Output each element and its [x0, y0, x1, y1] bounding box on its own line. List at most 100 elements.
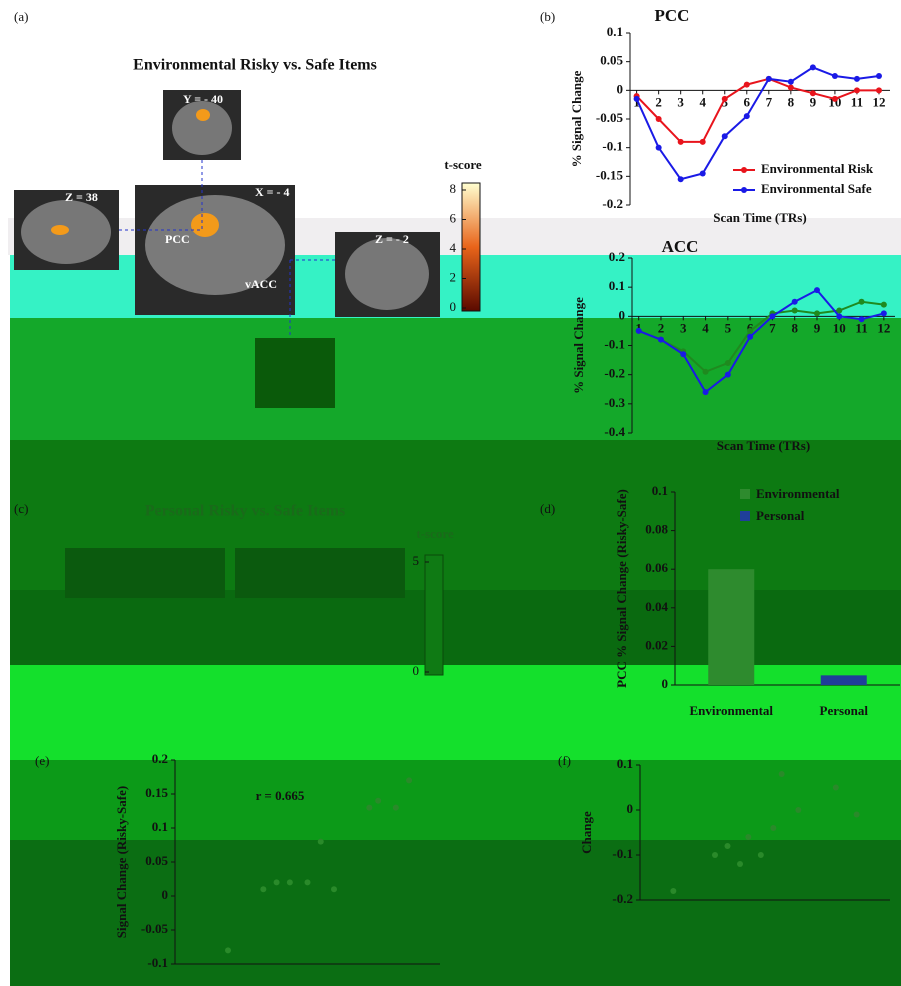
data-point [778, 771, 785, 777]
data-point [406, 777, 413, 784]
data-point [880, 301, 887, 308]
data-point [745, 834, 752, 840]
data-point [317, 838, 324, 845]
data-point [880, 310, 887, 317]
legend-label: Environmental Risk [761, 161, 874, 176]
data-point [375, 797, 382, 804]
data-point [724, 360, 731, 366]
y-tick-label: 0 [627, 801, 634, 816]
x-tick-label: 9 [810, 94, 817, 109]
series-line [638, 300, 884, 373]
x-tick-label: 4 [702, 320, 709, 335]
data-point [791, 298, 798, 305]
data-point [831, 73, 838, 79]
data-point [712, 852, 718, 858]
colorbar-tick-label: 8 [450, 181, 457, 196]
data-point [875, 87, 882, 94]
y-tick-label: -0.1 [612, 846, 633, 861]
colorbar-tick-label: 6 [450, 210, 457, 225]
legend-label: Environmental [756, 486, 840, 501]
data-point [747, 327, 754, 334]
panel-label: (c) [14, 501, 28, 516]
data-point [875, 73, 882, 79]
legend-label: Environmental Safe [761, 181, 872, 196]
y-tick-label: -0.05 [141, 921, 169, 936]
y-tick-label: 0.1 [152, 819, 168, 834]
x-tick-label: 7 [766, 94, 773, 109]
data-point [331, 886, 337, 893]
data-point [286, 879, 293, 886]
data-point [366, 804, 373, 811]
panel-title: Personal Risky vs. Safe Items [145, 503, 345, 520]
panel-title: Environmental Risky vs. Safe Items [133, 57, 377, 74]
data-point [699, 170, 706, 177]
data-point [813, 287, 820, 294]
data-point [699, 138, 706, 145]
y-tick-label: 0 [619, 307, 626, 322]
brain-image [235, 548, 405, 598]
y-tick-label: -0.2 [602, 196, 623, 211]
chart-title: PCC [655, 6, 690, 25]
bar [708, 569, 755, 685]
panel-label: (d) [540, 501, 555, 516]
y-axis-label: % Signal Change [569, 70, 584, 167]
data-point [747, 333, 754, 340]
data-point [757, 852, 764, 858]
colorbar [461, 182, 481, 312]
slice-label: Z = 38 [65, 190, 98, 204]
data-point [836, 313, 843, 320]
x-tick-label: 3 [677, 94, 684, 109]
x-tick-label: 12 [877, 320, 890, 335]
data-point [392, 804, 399, 811]
x-tick-label: 6 [747, 320, 754, 335]
data-point [858, 316, 865, 323]
colorbar-title: t-score [444, 157, 482, 172]
data-point [836, 307, 843, 314]
data-point [724, 843, 731, 849]
chart: -0.2 -0.1 0 0.1 Change [579, 756, 890, 906]
data-point [670, 888, 677, 894]
x-tick-label: 9 [814, 320, 821, 335]
data-point [832, 784, 839, 791]
data-point [657, 336, 664, 343]
data-point [304, 879, 311, 886]
brain-images [14, 90, 440, 408]
data-point [813, 310, 820, 317]
data-point [677, 176, 684, 183]
panel-label: (f) [558, 753, 571, 768]
colorbar-tick-label: 0 [413, 663, 420, 678]
chart: -0.1 -0.05 0 0.05 0.1 0.15 0.2 Signal Change (R… [114, 751, 440, 970]
chart-title: ACC [662, 237, 699, 256]
slice-label: Y = - 40 [183, 92, 223, 106]
y-tick-label: -0.1 [604, 336, 625, 351]
colorbar-tick-label: 5 [413, 553, 420, 568]
data-point [831, 95, 838, 102]
data-point [770, 825, 777, 831]
panel-label: (e) [35, 753, 49, 768]
series-line [638, 288, 885, 394]
x-tick-label: 5 [725, 320, 732, 335]
data-point [702, 389, 709, 396]
data-point [721, 95, 728, 102]
y-axis-label: Signal Change (Risky-Safe) [114, 786, 129, 938]
y-tick-label: 0 [662, 676, 669, 691]
y-tick-label: 0.1 [617, 756, 633, 771]
x-tick-label: 10 [833, 320, 846, 335]
slice-label: Z = - 2 [375, 232, 409, 246]
slice-label: X = - 4 [255, 185, 290, 199]
x-tick-label: Environmental [689, 703, 773, 718]
colorbar [424, 554, 444, 676]
legend-swatch [740, 511, 750, 521]
data-point [635, 327, 642, 334]
colorbar-tick-label: 2 [450, 269, 457, 284]
data-point [765, 75, 772, 82]
y-tick-label: 0.1 [607, 24, 623, 39]
x-tick-label: 11 [855, 320, 867, 335]
data-point [858, 298, 865, 305]
x-tick-label: 1 [635, 320, 642, 335]
y-tick-label: -0.05 [596, 110, 624, 125]
data-point [260, 886, 267, 893]
series-line [635, 77, 879, 143]
y-tick-label: 0.08 [645, 522, 668, 537]
